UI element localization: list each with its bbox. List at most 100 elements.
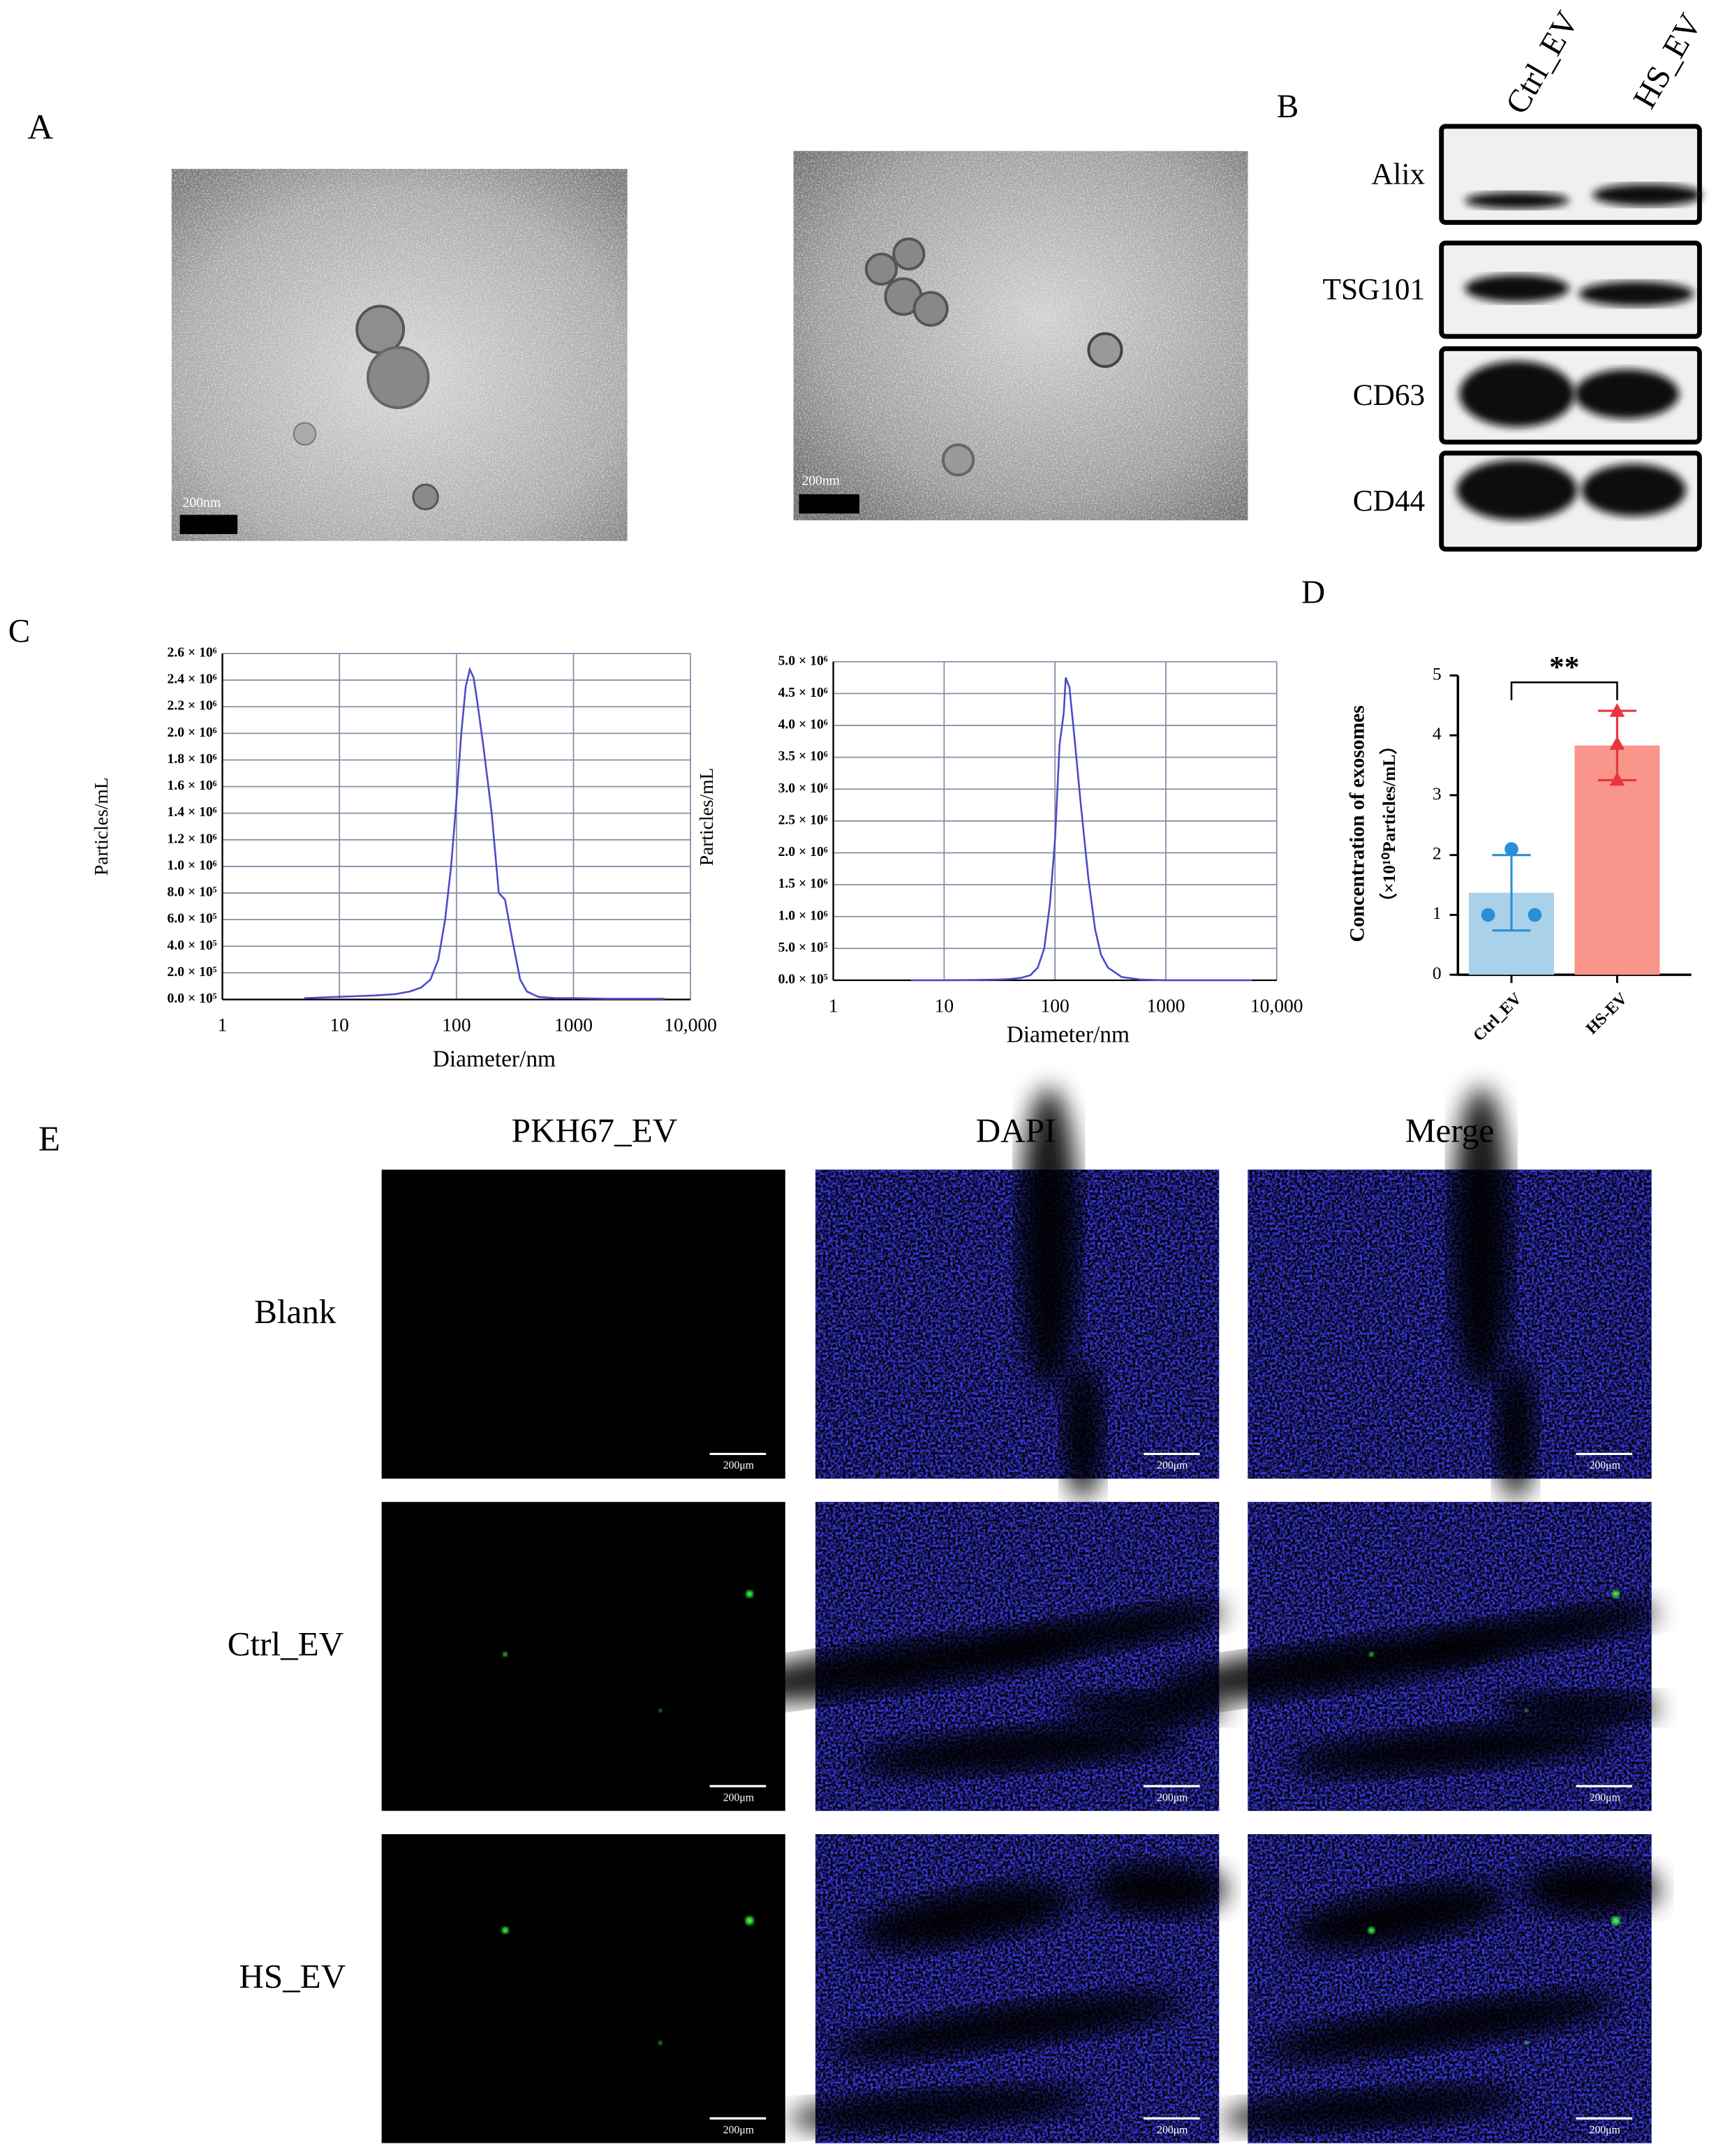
panel-label: D <box>1301 575 1325 611</box>
scale-label: 200nm <box>801 473 840 489</box>
y-axis-label: （×10¹⁰Particles/mL） <box>1379 737 1399 911</box>
y-tick-label: 6.0 × 10⁵ <box>168 911 217 926</box>
blot-row-label: TSG101 <box>1323 273 1426 307</box>
y-tick-label: 1.8 × 10⁶ <box>168 751 217 767</box>
y-tick-label: 2 <box>1433 843 1442 864</box>
data-point <box>1609 703 1625 717</box>
blot-band <box>1456 459 1578 521</box>
y-tick-label: 5.0 × 10⁶ <box>778 653 828 668</box>
y-tick-label: 1.6 × 10⁶ <box>168 778 217 793</box>
scale-label: 200μm <box>1590 2124 1620 2136</box>
dark-region <box>1290 1883 1507 1950</box>
dark-region <box>1414 1604 1658 1662</box>
pkh67-spot <box>1368 1927 1375 1934</box>
pkh67-spot <box>1611 1917 1620 1925</box>
blot-row-label: Alix <box>1371 158 1425 191</box>
blot-row-label: CD63 <box>1353 378 1425 412</box>
pkh67-spot <box>658 2041 663 2045</box>
blot-column-label: HS_EV <box>1627 8 1709 115</box>
dark-region <box>1495 1361 1537 1500</box>
blot-frame <box>1439 240 1702 339</box>
y-tick-label: 2.6 × 10⁶ <box>168 645 217 660</box>
y-tick-label: 4.5 × 10⁶ <box>778 685 828 700</box>
fluorescence-image: 200μm <box>381 1502 785 1811</box>
y-tick-label: 1.0 × 10⁶ <box>778 908 828 923</box>
dapi-signal <box>815 1169 1220 1479</box>
y-tick-label: 2.4 × 10⁶ <box>168 672 217 687</box>
fluorescence-image: 200μm <box>1248 1087 1652 1500</box>
fluorescence-image: 200μm <box>815 1087 1220 1500</box>
tem-image: 200nm <box>171 168 628 541</box>
scale-label: 200μm <box>1590 1792 1620 1804</box>
tem-image: 200nm <box>793 151 1248 521</box>
x-tick-label: 1000 <box>554 1014 593 1035</box>
dark-region <box>1289 1722 1618 1775</box>
fluorescence-image: 200μm <box>1220 1834 1660 2143</box>
data-point <box>1609 736 1625 750</box>
y-tick-label: 0 <box>1433 963 1442 983</box>
fluorescence-image: 200μm <box>788 1834 1227 2143</box>
row-label: Ctrl_EV <box>228 1625 344 1663</box>
blot-band <box>1459 361 1575 427</box>
x-axis-label: Diameter/nm <box>1007 1021 1130 1047</box>
data-point <box>1481 908 1495 922</box>
y-tick-label: 4.0 × 10⁶ <box>778 717 828 732</box>
pkh67-spot <box>745 1917 754 1925</box>
data-line <box>304 667 665 1000</box>
scale-label: 200nm <box>183 495 221 510</box>
y-tick-label: 3 <box>1433 783 1442 804</box>
dapi-signal <box>1248 1169 1652 1479</box>
data-point <box>1528 908 1542 922</box>
significance-bracket <box>1510 681 1618 700</box>
blot-band <box>1574 369 1679 419</box>
dark-region <box>1451 1087 1512 1389</box>
image-background <box>381 1169 785 1479</box>
dark-region <box>1019 1087 1079 1389</box>
dark-region <box>857 1722 1186 1775</box>
x-tick-label: 10 <box>935 995 954 1017</box>
panel-label: B <box>1277 89 1299 125</box>
x-tick-label: 100 <box>442 1014 471 1035</box>
y-axis-label: Particles/mL <box>90 777 112 876</box>
x-tick-label: 1000 <box>1146 995 1185 1017</box>
blot-column-label: Ctrl_EV <box>1499 6 1586 120</box>
fluorescence-image: 200μm <box>1153 1502 1660 1811</box>
data-line <box>910 677 1252 982</box>
pkh67-spot <box>746 1590 753 1598</box>
western-blot: Alix TSG101 CD63 CD44 <box>1323 124 1703 552</box>
y-tick-label: 1.2 × 10⁶ <box>168 831 217 846</box>
data-point <box>1609 771 1625 786</box>
pkh67-spot <box>1525 2041 1529 2045</box>
scale-label: 200μm <box>1157 1792 1188 1804</box>
scale-label: 200μm <box>723 1792 754 1804</box>
x-tick-label: 1 <box>829 995 838 1017</box>
y-tick-label: 8.0 × 10⁵ <box>168 885 217 900</box>
image-background <box>381 1502 785 1811</box>
y-tick-label: 1.0 × 10⁶ <box>168 857 217 873</box>
y-tick-label: 5 <box>1433 663 1442 684</box>
row-label: HS_EV <box>239 1957 346 1995</box>
blot-row-label: CD44 <box>1353 485 1425 518</box>
x-tick-label: 1 <box>218 1014 228 1035</box>
y-tick-label: 2.0 × 10⁶ <box>168 725 217 740</box>
y-tick-label: 4 <box>1433 723 1442 744</box>
x-axis-label: Diameter/nm <box>433 1047 556 1072</box>
dark-region <box>1090 1861 1227 1917</box>
y-tick-label: 2.0 × 10⁶ <box>778 844 828 859</box>
blot-band <box>1578 281 1694 307</box>
blot-band <box>1581 464 1686 517</box>
x-tick-label: 10,000 <box>1250 995 1303 1017</box>
pkh67-spot <box>501 1927 509 1934</box>
dark-region <box>1220 2087 1523 2131</box>
y-tick-label: 2.5 × 10⁶ <box>778 812 828 827</box>
significance-label: ** <box>1549 651 1579 684</box>
scale-label: 200μm <box>723 1460 754 1472</box>
pkh67-spot <box>658 1708 663 1713</box>
blot-band <box>1465 274 1569 302</box>
panel-label: C <box>8 613 30 649</box>
column-label: PKH67_EV <box>512 1112 678 1150</box>
fluorescence-image: 200μm <box>720 1502 1227 1811</box>
scale-label: 200μm <box>1590 1460 1620 1472</box>
